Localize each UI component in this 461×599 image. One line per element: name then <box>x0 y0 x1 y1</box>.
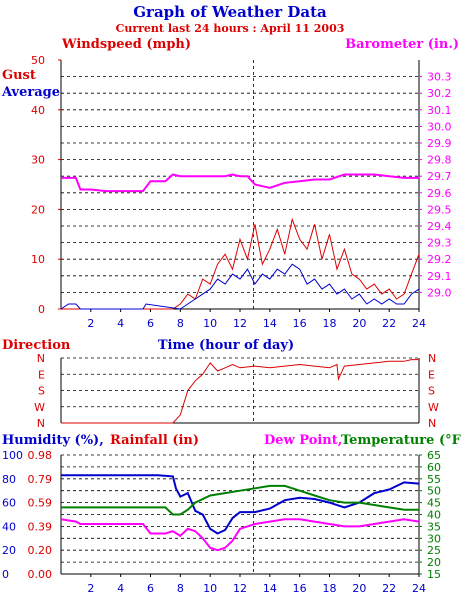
temperature-tick-label: 30 <box>427 532 441 545</box>
humidity-rain-temperature-panel: 2 4 6 8 10 12 14 16 18 20 22 240204060801000.000.20… <box>2 449 441 595</box>
time-tick-label: 4 <box>117 582 124 595</box>
windspeed-tick-label: 30 <box>31 154 45 167</box>
temperature-tick-label: 20 <box>427 556 441 569</box>
rainfall-tick-label: 0.39 <box>28 520 53 533</box>
time-tick-label: 4 <box>117 317 124 330</box>
barometer-tick-label: 29.9 <box>427 137 452 150</box>
chart-subtitle: Current last 24 hours : April 11 2003 <box>116 22 345 35</box>
time-tick-label: 18 <box>323 317 337 330</box>
direction-tick-label-left: S <box>38 385 45 398</box>
barometer-tick-label: 30.1 <box>427 104 452 117</box>
time-axis-label: Time (hour of day) <box>158 338 294 353</box>
barometer-tick-label: 29.6 <box>427 187 452 200</box>
time-tick-label: 20 <box>352 582 366 595</box>
time-tick-label: 6 <box>147 317 154 330</box>
time-tick-label: 16 <box>293 317 307 330</box>
temperature-label: Temperature (°F) <box>341 433 461 448</box>
time-tick-label: 2 <box>87 582 94 595</box>
barometer-tick-label: 29.1 <box>427 270 452 283</box>
time-tick-label: 24 <box>412 582 426 595</box>
series-average <box>60 263 420 310</box>
chart-title: Graph of Weather Data <box>133 3 327 21</box>
temperature-tick-label: 55 <box>427 473 441 486</box>
direction-tick-label-left: E <box>38 368 45 381</box>
direction-tick-label-right: E <box>428 368 435 381</box>
direction-tick-label-left: N <box>37 352 45 365</box>
barometer-axis-label: Barometer (in.) <box>345 37 459 52</box>
time-tick-label: 8 <box>177 582 184 595</box>
humidity-tick-label: 80 <box>2 473 16 486</box>
direction-tick-label-left: N <box>37 417 45 430</box>
rainfall-tick-label: 0.20 <box>28 544 53 557</box>
barometer-tick-label: 29.4 <box>427 220 452 233</box>
windspeed-tick-label: 40 <box>31 104 45 117</box>
temperature-tick-label: 15 <box>427 568 441 581</box>
temperature-tick-label: 65 <box>427 449 441 462</box>
time-tick-label: 8 <box>177 317 184 330</box>
direction-panel: N NW WS SE EN N <box>34 352 439 430</box>
series-gust <box>61 217 420 310</box>
time-tick-label: 6 <box>147 582 154 595</box>
direction-axis-label: Direction <box>2 338 71 353</box>
direction-tick-label-right: S <box>428 385 435 398</box>
dewpoint-label: Dew Point, <box>264 433 342 448</box>
time-tick-label: 24 <box>412 317 426 330</box>
legend-gust: Gust <box>2 68 36 83</box>
time-tick-label: 20 <box>352 317 366 330</box>
rainfall-tick-label: 0.98 <box>28 449 53 462</box>
legend-average: Average <box>1 85 60 100</box>
barometer-tick-label: 29.0 <box>427 286 452 299</box>
series-dew-point <box>60 518 420 552</box>
time-tick-label: 22 <box>382 582 396 595</box>
barometer-tick-label: 29.7 <box>427 170 452 183</box>
direction-tick-label-right: N <box>428 352 436 365</box>
time-tick-label: 10 <box>203 317 217 330</box>
time-tick-label: 2 <box>87 317 94 330</box>
time-tick-label: 18 <box>323 582 337 595</box>
humidity-tick-label: 60 <box>2 497 16 510</box>
temperature-tick-label: 45 <box>427 497 441 510</box>
rainfall-label: Rainfall (in) <box>110 433 199 448</box>
time-tick-label: 12 <box>233 582 247 595</box>
windspeed-tick-label: 20 <box>31 203 45 216</box>
barometer-tick-label: 30.3 <box>427 71 452 84</box>
humidity-tick-label: 40 <box>2 520 16 533</box>
direction-tick-label-right: W <box>428 401 439 414</box>
rainfall-tick-label: 0.59 <box>28 497 53 510</box>
time-tick-label: 22 <box>382 317 396 330</box>
barometer-tick-label: 29.8 <box>427 154 452 167</box>
barometer-tick-label: 29.5 <box>427 203 452 216</box>
temperature-tick-label: 25 <box>427 544 441 557</box>
time-tick-label: 16 <box>293 582 307 595</box>
temperature-tick-label: 50 <box>427 485 441 498</box>
windspeed-tick-label: 50 <box>31 54 45 67</box>
time-tick-label: 14 <box>263 317 277 330</box>
series-temperature <box>61 484 419 516</box>
humidity-tick-label: 0 <box>2 568 9 581</box>
windspeed-tick-label: 10 <box>31 253 45 266</box>
series-direction <box>61 359 419 424</box>
windspeed-tick-label: 0 <box>38 303 45 316</box>
rainfall-tick-label: 0.79 <box>28 473 53 486</box>
time-tick-label: 10 <box>203 582 217 595</box>
temperature-tick-label: 40 <box>427 509 441 522</box>
windspeed-axis-label: Windspeed (mph) <box>61 37 191 52</box>
time-tick-label: 14 <box>263 582 277 595</box>
barometer-tick-label: 29.3 <box>427 237 452 250</box>
rainfall-tick-label: 0.00 <box>28 568 53 581</box>
barometer-tick-label: 29.2 <box>427 253 452 266</box>
direction-tick-label-right: N <box>428 417 436 430</box>
direction-tick-label-left: W <box>34 401 45 414</box>
humidity-tick-label: 100 <box>2 449 23 462</box>
humidity-tick-label: 20 <box>2 544 16 557</box>
humidity-label: Humidity (%), <box>2 433 104 448</box>
temperature-tick-label: 60 <box>427 461 441 474</box>
time-tick-label: 12 <box>233 317 247 330</box>
barometer-tick-label: 30.0 <box>427 120 452 133</box>
barometer-tick-label: 30.2 <box>427 87 452 100</box>
temperature-tick-label: 35 <box>427 520 441 533</box>
series-barometer <box>61 173 419 193</box>
wind-barometer-panel: 2 4 6 8 10 12 14 16 18 20 22 240102030405029.029.12… <box>31 54 452 330</box>
